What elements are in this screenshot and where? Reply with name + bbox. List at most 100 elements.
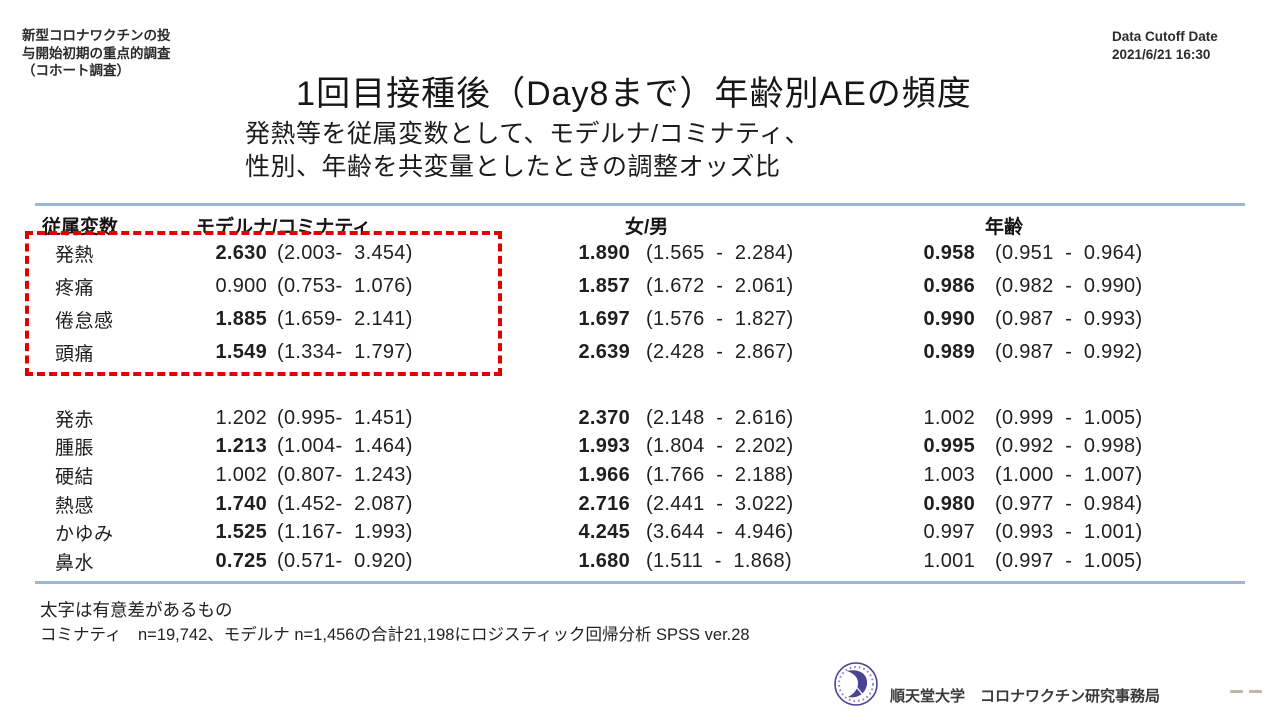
page-number-remnant	[1230, 690, 1262, 693]
age-confidence-interval: (0.987 - 0.993)	[995, 308, 1143, 330]
table-row: 腫脹 1.213 (1.004- 1.464) 1.993 (1.804 - 2…	[35, 433, 1245, 462]
row-label: 疼痛	[55, 278, 95, 299]
vaccine-odds-ratio: 1.002	[215, 463, 267, 486]
vaccine-odds-ratio: 2.630	[215, 242, 267, 264]
sex-confidence-interval: (2.148 - 2.616)	[646, 406, 794, 429]
vaccine-confidence-interval: (0.807- 1.243)	[277, 463, 413, 486]
vaccine-confidence-interval: (0.753- 1.076)	[277, 275, 413, 297]
vaccine-confidence-interval: (1.334- 1.797)	[277, 341, 413, 363]
age-odds-ratio: 0.997	[923, 521, 975, 544]
vaccine-confidence-interval: (1.167- 1.993)	[277, 521, 413, 544]
age-odds-ratio: 0.980	[923, 492, 975, 515]
table-row: 発赤 1.202 (0.995- 1.451) 2.370 (2.148 - 2…	[35, 404, 1245, 433]
table-row: 倦怠感 1.885 (1.659- 2.141) 1.697 (1.576 - …	[35, 303, 1245, 336]
vaccine-confidence-interval: (0.995- 1.451)	[277, 406, 413, 429]
row-label: 鼻水	[55, 552, 95, 574]
sex-odds-ratio: 1.993	[578, 435, 630, 458]
sex-confidence-interval: (1.511 - 1.868)	[646, 549, 792, 572]
vaccine-confidence-interval: (1.659- 2.141)	[277, 308, 413, 330]
row-label: 硬結	[55, 466, 95, 488]
subtitle-line1: 発熱等を従属変数として、モデルナ/コミナティ、	[245, 120, 810, 148]
vaccine-odds-ratio: 1.202	[215, 406, 267, 429]
age-confidence-interval: (0.982 - 0.990)	[995, 275, 1143, 297]
juntendo-university-logo-icon	[834, 662, 878, 706]
age-confidence-interval: (0.992 - 0.998)	[995, 435, 1143, 458]
sex-confidence-interval: (1.766 - 2.188)	[646, 463, 794, 486]
vaccine-confidence-interval: (1.004- 1.464)	[277, 435, 413, 458]
sex-confidence-interval: (2.428 - 2.867)	[646, 341, 794, 363]
table-row: 硬結 1.002 (0.807- 1.243) 1.966 (1.766 - 2…	[35, 461, 1245, 490]
vaccine-confidence-interval: (1.452- 2.087)	[277, 492, 413, 515]
footnote-bold-significance: 太字は有意差があるもの	[40, 600, 233, 620]
subtitle-line2: 性別、年齢を共変量としたときの調整オッズ比	[245, 153, 781, 182]
vaccine-odds-ratio: 0.725	[215, 549, 267, 572]
age-confidence-interval: (0.951 - 0.964)	[995, 242, 1143, 264]
sex-confidence-interval: (1.804 - 2.202)	[646, 435, 794, 458]
sex-odds-ratio: 4.245	[578, 521, 630, 544]
age-confidence-interval: (0.977 - 0.984)	[995, 492, 1143, 515]
sex-confidence-interval: (1.672 - 2.061)	[646, 275, 794, 297]
vaccine-odds-ratio: 1.525	[215, 521, 267, 544]
row-label: かゆみ	[55, 524, 114, 546]
table-row: 発熱 2.630 (2.003- 3.454) 1.890 (1.565 - 2…	[35, 237, 1245, 270]
table-row: 頭痛 1.549 (1.334- 1.797) 2.639 (2.428 - 2…	[35, 336, 1245, 369]
data-cutoff-value: 2021/6/21 16:30	[1112, 46, 1211, 62]
age-confidence-interval: (0.999 - 1.005)	[995, 406, 1143, 429]
age-odds-ratio: 0.990	[923, 308, 975, 330]
age-confidence-interval: (0.993 - 1.001)	[995, 521, 1143, 544]
sex-odds-ratio: 2.716	[578, 492, 630, 515]
column-header-sex: 女/男	[625, 217, 669, 238]
project-note-line3: （コホート調査）	[22, 63, 130, 79]
vaccine-odds-ratio: 1.740	[215, 492, 267, 515]
slide-title: 1回目接種後（Day8まで）年齢別AEの頻度	[296, 75, 972, 113]
age-odds-ratio: 1.003	[923, 463, 975, 486]
column-header-vaccine: モデルナ/コミナティ	[196, 217, 372, 238]
column-header-dependent: 従属変数	[42, 217, 119, 238]
age-confidence-interval: (0.987 - 0.992)	[995, 341, 1143, 363]
age-odds-ratio: 0.989	[923, 341, 975, 363]
sex-odds-ratio: 1.857	[578, 275, 630, 297]
sex-confidence-interval: (1.565 - 2.284)	[646, 242, 794, 264]
sex-odds-ratio: 2.370	[578, 406, 630, 429]
vaccine-confidence-interval: (0.571- 0.920)	[277, 549, 413, 572]
row-label: 頭痛	[55, 344, 95, 365]
sex-odds-ratio: 2.639	[578, 341, 630, 363]
column-header-age: 年齢	[985, 217, 1024, 238]
credit-block: 順天堂大学 コロナワクチン研究事務局	[833, 658, 1160, 710]
project-note-line1: 新型コロナワクチンの投	[22, 28, 171, 43]
project-note: 新型コロナワクチンの投 与開始初期の重点的調査 （コホート調査）	[22, 27, 171, 80]
project-note-line2: 与開始初期の重点的調査	[22, 45, 171, 61]
slide-subtitle: 発熱等を従属変数として、モデルナ/コミナティ、 性別、年齢を共変量としたときの調…	[245, 118, 810, 185]
age-odds-ratio: 0.986	[923, 275, 975, 297]
credit-text: 順天堂大学 コロナワクチン研究事務局	[890, 687, 1161, 705]
table-group-local: 発赤 1.202 (0.995- 1.451) 2.370 (2.148 - 2…	[35, 404, 1245, 576]
table-bottom-rule	[35, 581, 1245, 584]
sex-odds-ratio: 1.966	[578, 463, 630, 486]
vaccine-odds-ratio: 1.549	[215, 341, 267, 363]
vaccine-odds-ratio: 1.213	[215, 435, 267, 458]
sex-odds-ratio: 1.697	[578, 308, 630, 330]
age-odds-ratio: 1.002	[923, 406, 975, 429]
sex-confidence-interval: (2.441 - 3.022)	[646, 492, 794, 515]
vaccine-odds-ratio: 0.900	[215, 275, 267, 297]
table-group-systemic: 発熱 2.630 (2.003- 3.454) 1.890 (1.565 - 2…	[35, 237, 1245, 369]
vaccine-confidence-interval: (2.003- 3.454)	[277, 242, 413, 264]
age-odds-ratio: 0.995	[923, 435, 975, 458]
row-label: 倦怠感	[55, 311, 114, 332]
age-confidence-interval: (1.000 - 1.007)	[995, 463, 1143, 486]
table-row: 熱感 1.740 (1.452- 2.087) 2.716 (2.441 - 3…	[35, 490, 1245, 519]
table-row: かゆみ 1.525 (1.167- 1.993) 4.245 (3.644 - …	[35, 518, 1245, 547]
sex-confidence-interval: (3.644 - 4.946)	[646, 521, 794, 544]
row-label: 腫脹	[55, 438, 95, 460]
data-cutoff: Data Cutoff Date 2021/6/21 16:30	[1112, 28, 1218, 63]
data-cutoff-label: Data Cutoff Date	[1112, 29, 1218, 44]
age-odds-ratio: 1.001	[923, 549, 975, 572]
table-row: 鼻水 0.725 (0.571- 0.920) 1.680 (1.511 - 1…	[35, 547, 1245, 576]
sex-odds-ratio: 1.680	[578, 549, 630, 572]
row-label: 発熱	[55, 245, 95, 266]
age-odds-ratio: 0.958	[923, 242, 975, 264]
table-row: 疼痛 0.900 (0.753- 1.076) 1.857 (1.672 - 2…	[35, 270, 1245, 303]
footnote-sample-method: コミナティ n=19,742、モデルナ n=1,456の合計21,198にロジス…	[40, 626, 750, 644]
age-confidence-interval: (0.997 - 1.005)	[995, 549, 1143, 572]
